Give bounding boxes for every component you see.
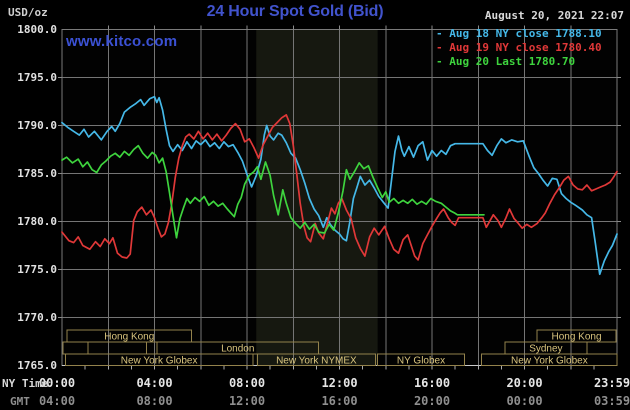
ny-time-label: 23:59 <box>593 375 630 390</box>
x-axis-ny-caption: NY Time <box>2 377 49 390</box>
ny-time-label: 12:00 <box>321 375 358 390</box>
price-line <box>61 114 618 261</box>
legend-label: Aug 20 Last 1780.70 <box>449 55 576 68</box>
gmt-time-label: 20:00 <box>413 393 451 408</box>
y-tick-label: 1785.0 <box>17 167 57 180</box>
session-label: NY Globex <box>397 356 445 367</box>
legend-entry-aug19: - Aug 19 NY close 1780.40 <box>436 41 602 55</box>
legend-dash-icon: - <box>436 55 443 68</box>
gmt-time-label: 08:00 <box>136 393 173 408</box>
legend-label: Aug 19 NY close 1780.40 <box>449 41 602 54</box>
ny-time-label: 00:00 <box>38 375 76 390</box>
price-line <box>61 144 485 239</box>
session-label: Sydney <box>529 344 562 355</box>
session-label: New York Globex <box>121 356 198 367</box>
y-tick-label: 1765.0 <box>17 359 57 372</box>
nymex-session-band <box>256 29 378 366</box>
y-tick-label: 1775.0 <box>17 263 57 276</box>
ny-time-label: 04:00 <box>136 375 173 390</box>
legend-entry-aug20: - Aug 20 Last 1780.70 <box>436 55 602 69</box>
kitco-watermark-link[interactable]: www.kitco.com <box>66 33 178 50</box>
gmt-time-label: 04:00 <box>38 393 76 408</box>
gmt-time-label: 00:00 <box>506 393 543 408</box>
legend-dash-icon: - <box>436 41 443 54</box>
session-box <box>64 353 254 366</box>
legend-dash-icon: - <box>436 27 443 40</box>
x-axis-gmt-caption: GMT <box>10 395 30 408</box>
session-label: London <box>221 344 254 355</box>
session-box <box>256 353 376 366</box>
session-label: New York NYMEX <box>276 356 357 367</box>
gmt-time-label: 03:59 <box>593 393 630 408</box>
session-label: New York Globex <box>511 356 588 367</box>
y-tick-label: 1795.0 <box>17 71 57 84</box>
y-tick-label: 1770.0 <box>17 311 57 324</box>
ny-time-label: 16:00 <box>413 375 451 390</box>
y-tick-label: 1790.0 <box>17 119 57 132</box>
y-tick-label: 1800.0 <box>17 23 57 36</box>
ny-time-label: 08:00 <box>228 375 266 390</box>
legend-label: Aug 18 NY close 1788.10 <box>449 27 602 40</box>
gmt-time-label: 12:00 <box>228 393 266 408</box>
gmt-time-label: 16:00 <box>321 393 358 408</box>
chart-legend: - Aug 18 NY close 1788.10 - Aug 19 NY cl… <box>436 27 602 69</box>
session-box <box>481 353 618 366</box>
y-axis-unit-label: USD/oz <box>8 6 48 19</box>
ny-time-label: 20:00 <box>506 375 543 390</box>
page-title: 24 Hour Spot Gold (Bid) <box>206 3 384 20</box>
timestamp-label: August 20, 2021 22:07 <box>484 9 624 22</box>
session-label: Hong Kong <box>104 332 154 343</box>
legend-entry-aug18: - Aug 18 NY close 1788.10 <box>436 27 602 41</box>
y-tick-label: 1780.0 <box>17 215 57 228</box>
session-label: Hong Kong <box>552 332 602 343</box>
session-box <box>377 353 465 366</box>
